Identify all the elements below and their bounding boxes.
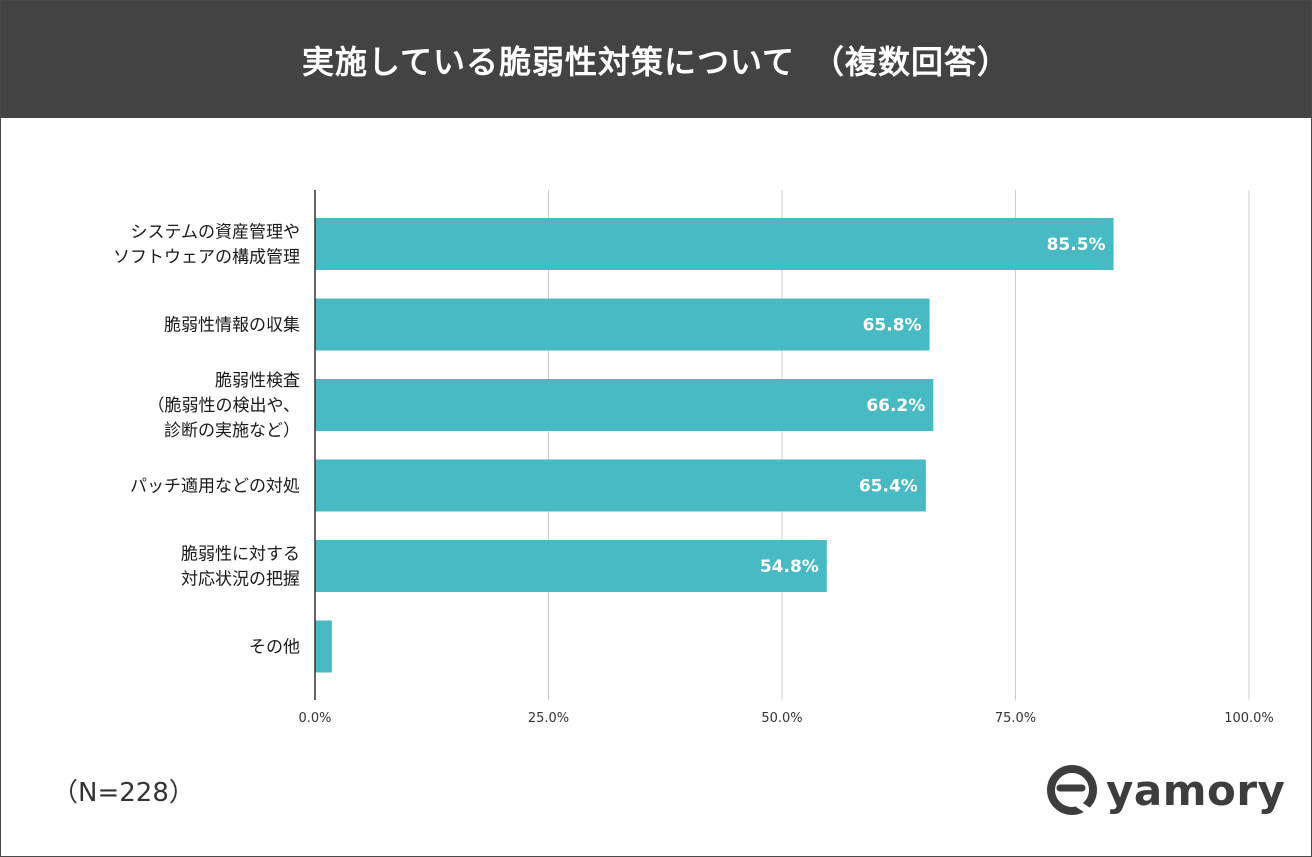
header-bar: 実施している脆弱性対策について （複数回答） xyxy=(1,1,1311,118)
x-tick-label: 100.0% xyxy=(1224,711,1274,726)
x-tick-label: 25.0% xyxy=(528,711,569,726)
yamory-logo: yamory xyxy=(1046,764,1285,816)
bar xyxy=(315,459,926,512)
bar xyxy=(315,620,332,673)
bar xyxy=(315,379,934,431)
yamory-logo-text: yamory xyxy=(1106,765,1286,815)
bar-value-label: 66.2% xyxy=(866,396,925,416)
bar-value-label: 65.4% xyxy=(859,477,918,497)
category-label: その他 xyxy=(249,638,300,658)
category-label: パッチ適用などの対処 xyxy=(130,477,300,497)
bar-value-label: 54.8% xyxy=(760,557,819,577)
bar-value-label: 85.5% xyxy=(1047,235,1106,255)
x-tick-label: 0.0% xyxy=(298,711,331,726)
chart-title: 実施している脆弱性対策について （複数回答） xyxy=(301,42,1011,81)
bar-value-label: 65.8% xyxy=(863,316,922,336)
bar xyxy=(315,540,827,592)
yamory-logo-icon xyxy=(1047,765,1097,815)
sample-size-note: （N=228） xyxy=(52,778,195,808)
category-label: 脆弱性に対する対応状況の把握 xyxy=(181,545,300,590)
bar xyxy=(315,298,930,351)
category-label: 脆弱性情報の収集 xyxy=(164,316,300,336)
category-label: 脆弱性検査（脆弱性の検出や、診断の実施など） xyxy=(148,371,301,441)
category-label: システムの資産管理やソフトウェアの構成管理 xyxy=(113,223,300,268)
x-tick-label: 50.0% xyxy=(761,711,802,726)
x-tick-label: 75.0% xyxy=(995,711,1036,726)
bar xyxy=(315,218,1114,270)
